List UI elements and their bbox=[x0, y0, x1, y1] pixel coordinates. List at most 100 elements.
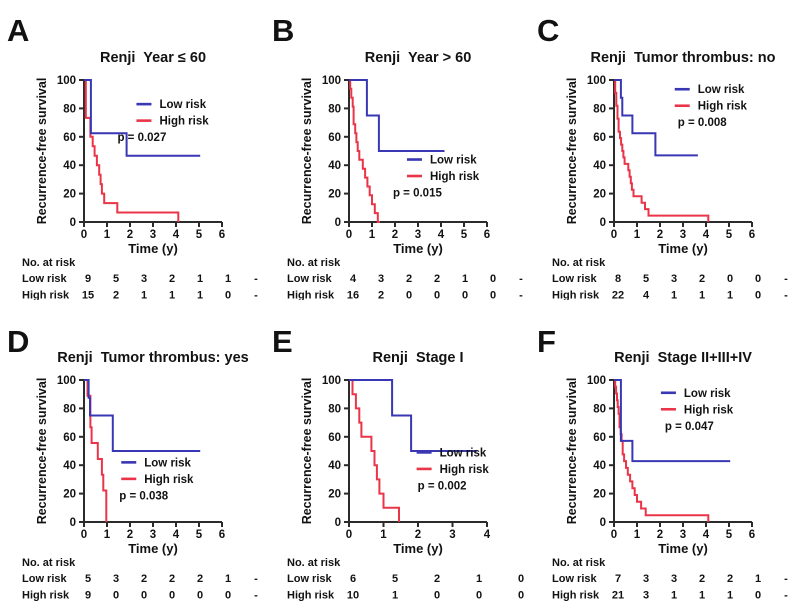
x-axis-label: Time (y) bbox=[393, 541, 443, 556]
y-tick-label: 0 bbox=[70, 517, 76, 529]
x-tick-label: 6 bbox=[219, 529, 225, 541]
x-tick-label: 1 bbox=[634, 529, 641, 541]
risk-row-label: Low risk bbox=[22, 273, 68, 285]
y-tick-label: 60 bbox=[328, 432, 341, 444]
x-tick-label: 0 bbox=[81, 529, 87, 541]
risk-count: 2 bbox=[169, 273, 175, 285]
panel-letter: D bbox=[7, 324, 29, 359]
panel-B: B Renji Year > 60 0 20 40 60 80 100 0 1 2 3 4 5 6 Recur… bbox=[265, 0, 530, 300]
x-tick-label: 4 bbox=[484, 529, 491, 541]
risk-count: 1 bbox=[699, 590, 705, 602]
risk-count: 5 bbox=[113, 273, 119, 285]
risk-count: 0 bbox=[434, 590, 440, 602]
survival-curve-low-risk bbox=[349, 379, 477, 452]
x-tick-label: 5 bbox=[196, 229, 203, 241]
risk-count: 10 bbox=[347, 590, 359, 602]
panel-D: D Renji Tumor thrombus: yes 0 20 40 60 80 100 0 1… bbox=[0, 300, 265, 607]
risk-count: 2 bbox=[113, 290, 119, 301]
survival-curve-high-risk bbox=[84, 379, 108, 522]
y-tick-label: 20 bbox=[328, 489, 341, 501]
x-tick-label: 5 bbox=[726, 529, 733, 541]
risk-row-label: Low risk bbox=[552, 573, 598, 585]
risk-count: 16 bbox=[347, 290, 359, 301]
x-tick-label: 4 bbox=[703, 229, 710, 241]
y-tick-label: 60 bbox=[63, 432, 76, 444]
risk-count: 0 bbox=[406, 290, 412, 301]
risk-count: 1 bbox=[197, 290, 203, 301]
panel-title: Renji Tumor thrombus: no bbox=[591, 50, 776, 66]
y-tick-label: 20 bbox=[328, 189, 341, 201]
risk-count: 3 bbox=[643, 590, 649, 602]
risk-row-label: High risk bbox=[552, 590, 600, 602]
y-tick-label: 100 bbox=[587, 75, 606, 87]
survival-curve-low-risk bbox=[349, 79, 445, 152]
y-tick-label: 40 bbox=[328, 460, 341, 472]
risk-count: 1 bbox=[392, 590, 398, 602]
risk-count: - bbox=[784, 290, 788, 301]
risk-count: 2 bbox=[141, 573, 147, 585]
x-tick-label: 5 bbox=[196, 529, 203, 541]
y-tick-label: 100 bbox=[587, 375, 606, 387]
risk-row-label: Low risk bbox=[552, 273, 598, 285]
legend-label-high-risk: High risk bbox=[440, 464, 490, 476]
risk-count: 0 bbox=[169, 590, 175, 602]
risk-count: 22 bbox=[612, 290, 624, 301]
risk-count: 0 bbox=[225, 590, 231, 602]
panel-F: F Renji Stage II+III+IV 0 20 40 60 80 100 0 1 2 3 4 5… bbox=[530, 300, 797, 607]
x-tick-label: 6 bbox=[219, 229, 225, 241]
p-value-label: p = 0.047 bbox=[665, 421, 714, 433]
risk-count: - bbox=[254, 273, 258, 285]
legend-label-high-risk: High risk bbox=[144, 474, 194, 486]
y-tick-label: 40 bbox=[328, 160, 341, 172]
x-axis-label: Time (y) bbox=[658, 541, 708, 556]
risk-count: 1 bbox=[476, 573, 482, 585]
x-tick-label: 4 bbox=[703, 529, 710, 541]
x-tick-label: 2 bbox=[657, 529, 663, 541]
x-tick-label: 3 bbox=[449, 529, 455, 541]
risk-count: 5 bbox=[643, 273, 649, 285]
risk-count: 1 bbox=[197, 273, 203, 285]
risk-table-header: No. at risk bbox=[552, 557, 606, 569]
risk-count: 2 bbox=[727, 573, 733, 585]
risk-row-label: Low risk bbox=[22, 573, 68, 585]
legend-label-high-risk: High risk bbox=[159, 116, 209, 128]
y-tick-label: 20 bbox=[63, 489, 76, 501]
x-tick-label: 2 bbox=[127, 529, 133, 541]
legend-label-low-risk: Low risk bbox=[440, 447, 487, 459]
risk-count: 5 bbox=[85, 573, 91, 585]
survival-curve-high-risk bbox=[349, 79, 380, 223]
risk-count: 9 bbox=[85, 273, 91, 285]
x-tick-label: 3 bbox=[150, 229, 156, 241]
risk-count: - bbox=[254, 590, 258, 602]
x-tick-label: 6 bbox=[749, 229, 755, 241]
legend-label-low-risk: Low risk bbox=[698, 84, 745, 96]
risk-count: 0 bbox=[490, 290, 496, 301]
x-tick-label: 6 bbox=[749, 529, 755, 541]
risk-count: 2 bbox=[699, 273, 705, 285]
risk-row-label: High risk bbox=[22, 590, 70, 602]
y-tick-label: 0 bbox=[600, 217, 606, 229]
x-tick-label: 2 bbox=[415, 529, 421, 541]
survival-curve-low-risk bbox=[84, 79, 201, 157]
risk-count: 6 bbox=[350, 573, 356, 585]
risk-count: 8 bbox=[615, 273, 621, 285]
risk-count: 1 bbox=[462, 273, 468, 285]
risk-count: 0 bbox=[141, 590, 147, 602]
risk-table-header: No. at risk bbox=[22, 257, 76, 269]
survival-curve-high-risk bbox=[349, 379, 400, 522]
p-value-label: p = 0.027 bbox=[117, 132, 166, 144]
risk-count: 2 bbox=[197, 573, 203, 585]
y-tick-label: 0 bbox=[70, 217, 76, 229]
risk-count: 0 bbox=[755, 290, 761, 301]
risk-count: 2 bbox=[406, 273, 412, 285]
x-tick-label: 5 bbox=[461, 229, 468, 241]
legend-label-low-risk: Low risk bbox=[159, 99, 206, 111]
y-tick-label: 60 bbox=[63, 132, 76, 144]
p-value-label: p = 0.008 bbox=[678, 117, 728, 129]
risk-count: 1 bbox=[225, 573, 231, 585]
y-tick-label: 0 bbox=[335, 217, 341, 229]
